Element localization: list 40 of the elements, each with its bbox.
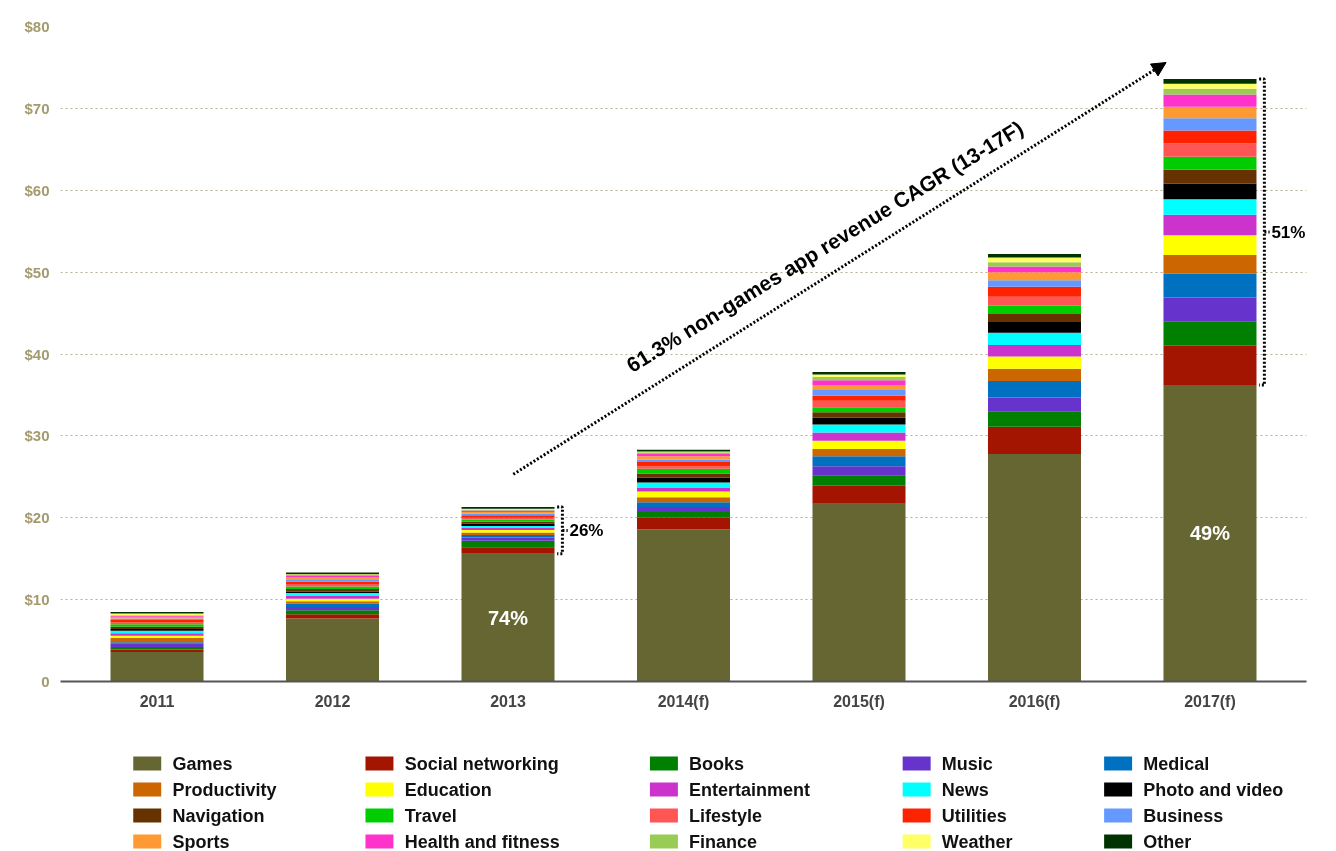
y-tick-label: $50: [24, 263, 50, 281]
y-tick-label: $80: [24, 18, 50, 35]
legend-label: Books: [689, 753, 745, 774]
x-tick-label: 2014(f): [657, 692, 710, 710]
legend-label: Entertainment: [689, 779, 811, 800]
legend-label: Games: [172, 753, 233, 774]
legend-label: News: [941, 779, 989, 800]
legend-label: Music: [941, 753, 993, 774]
annotation: 51%: [1271, 222, 1306, 242]
x-tick-label: 2017(f): [1184, 692, 1236, 710]
y-tick-label: $60: [24, 181, 50, 199]
legend-label: Social networking: [404, 753, 559, 774]
y-tick-label: $40: [24, 345, 50, 363]
annotation: 49%: [1189, 522, 1231, 545]
y-tick-label: $30: [24, 427, 50, 445]
annotation: 26%: [569, 520, 604, 540]
legend-label: Business: [1143, 805, 1224, 826]
legend-label: Travel: [404, 805, 457, 826]
legend-label: Weather: [941, 831, 1013, 851]
legend-label: Productivity: [172, 779, 277, 800]
x-tick-label: 2012: [314, 692, 351, 710]
y-tick-label: $20: [24, 509, 50, 527]
legend-label: Photo and video: [1143, 779, 1284, 800]
legend-label: Lifestyle: [689, 805, 763, 826]
legend-label: Education: [404, 779, 492, 800]
y-tick-label: 0: [41, 673, 50, 690]
legend-label: Health and fitness: [404, 831, 560, 851]
y-tick-label: $10: [24, 591, 50, 609]
x-tick-label: 2015(f): [833, 692, 885, 710]
x-tick-label: 2016(f): [1008, 692, 1061, 710]
legend-label: Navigation: [172, 805, 265, 826]
legend-label: Other: [1143, 831, 1192, 851]
x-tick-label: 2013: [490, 692, 526, 710]
legend-label: Finance: [689, 831, 758, 851]
legend-label: Sports: [172, 831, 230, 851]
annotation: 74%: [487, 606, 529, 629]
x-tick-label: 2011: [139, 692, 175, 710]
legend-label: Utilities: [941, 805, 1007, 826]
y-tick-label: $70: [24, 99, 50, 117]
legend-label: Medical: [1143, 753, 1210, 774]
